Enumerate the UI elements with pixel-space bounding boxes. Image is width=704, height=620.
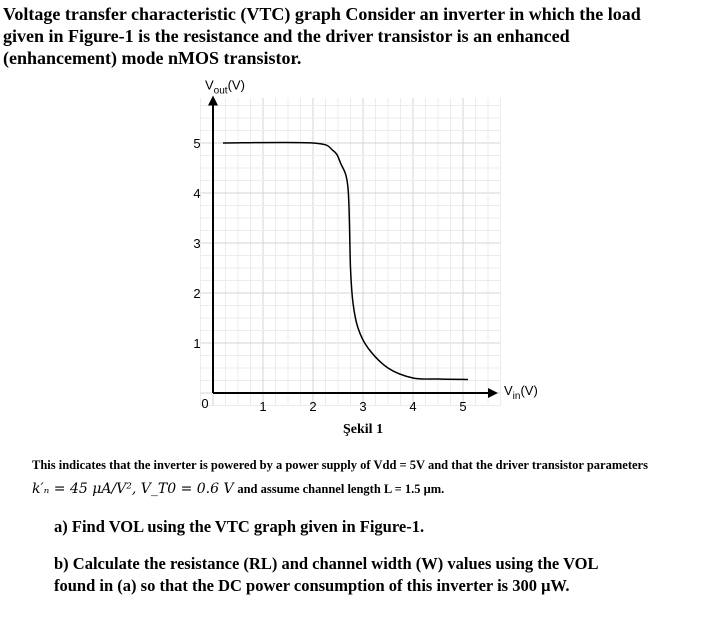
heading-line-2: given in Figure-1 is the resistance and … [3, 26, 570, 46]
question-a: a) Find VOL using the VTC graph given in… [54, 517, 425, 536]
chart-axes [208, 95, 498, 398]
origin-label: 0 [201, 396, 208, 411]
problem-note: This indicates that the inverter is powe… [32, 458, 648, 472]
x-tick-label: 5 [459, 399, 466, 414]
chart-series [222, 141, 469, 381]
heading-line-3: (enhancement) mode nMOS transistor. [3, 48, 302, 68]
problem-heading: Voltage transfer characteristic (VTC) gr… [3, 3, 698, 69]
figure-caption: Şekil 1 [343, 422, 384, 437]
question-b-line-2: found in (a) so that the DC power consum… [54, 576, 570, 595]
heading-line-1: Voltage transfer characteristic (VTC) gr… [3, 4, 641, 24]
x-tick-label: 2 [309, 399, 316, 414]
parameter-math: k′ₙ = 45 μA/V², V_T0 = 0.6 V [32, 481, 234, 497]
y-tick-label: 3 [193, 236, 200, 251]
y-tick-label: 2 [193, 286, 200, 301]
y-axis-arrow [208, 95, 218, 106]
parameter-text: and assume channel length L = 1.5 μm. [237, 482, 445, 496]
x-axis-arrow [488, 388, 498, 398]
y-tick-label: 5 [193, 136, 200, 151]
parameter-line: k′ₙ = 45 μA/V², V_T0 = 0.6 V and assume … [32, 481, 444, 498]
chart-axis-labels: Vout(V) Vin(V) [205, 78, 538, 403]
y-axis-label: Vout(V) [205, 78, 245, 97]
x-tick-label: 4 [409, 399, 416, 414]
vtc-chart: 1 2 3 4 5 1 2 3 4 5 0 Vout(V) Vin(V) [193, 78, 538, 415]
chart-ticks: 1 2 3 4 5 1 2 3 4 5 0 [193, 136, 466, 414]
x-axis-label: Vin(V) [504, 383, 538, 402]
vtc-curve [222, 141, 469, 381]
question-b: b) Calculate the resistance (RL) and cha… [54, 553, 599, 597]
y-tick-label: 1 [193, 336, 200, 351]
x-tick-label: 3 [359, 399, 366, 414]
y-tick-label: 4 [193, 186, 200, 201]
question-b-line-1: b) Calculate the resistance (RL) and cha… [54, 554, 599, 573]
x-tick-label: 1 [259, 399, 266, 414]
